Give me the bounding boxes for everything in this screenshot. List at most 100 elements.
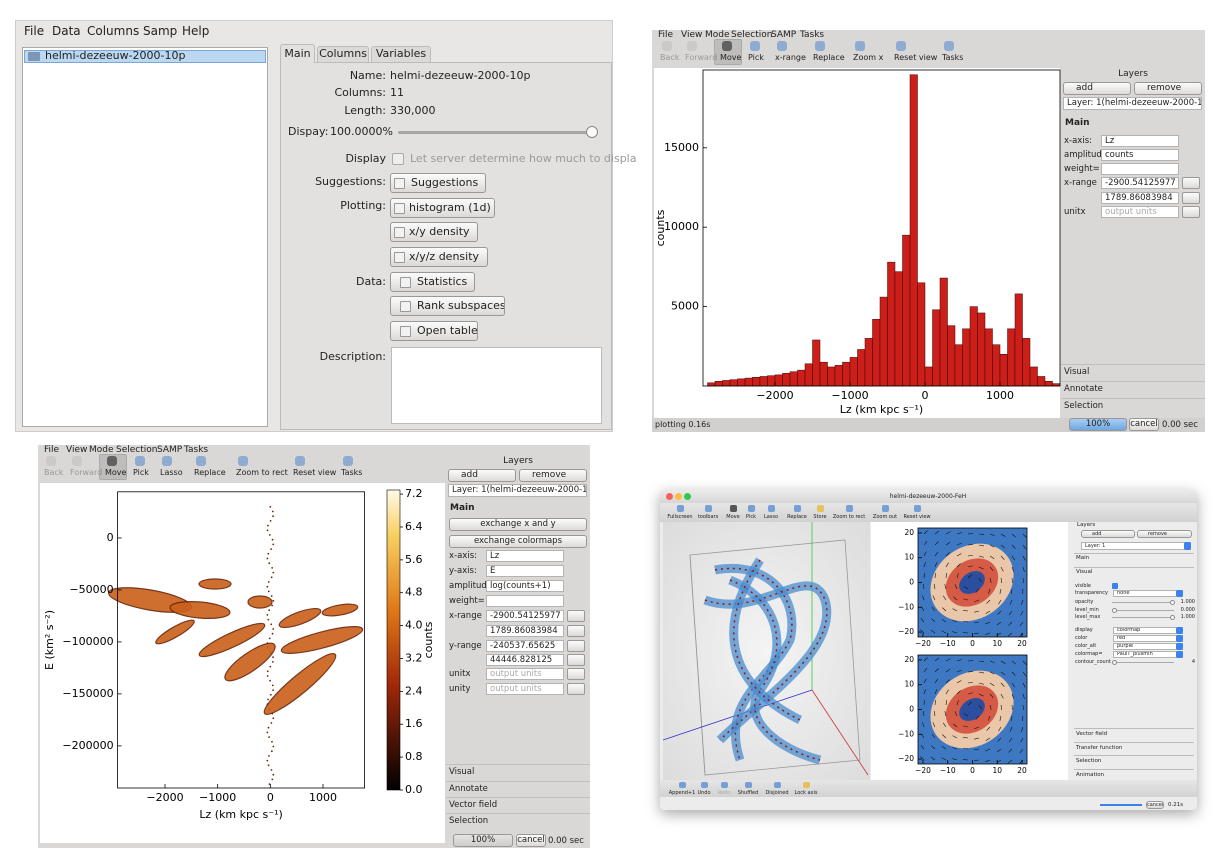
toolbar-button[interactable]: Pick <box>133 468 149 478</box>
collapsible-panel[interactable]: Visual <box>1064 366 1090 377</box>
collapsible-panel[interactable]: Selection <box>449 815 489 826</box>
window-button[interactable] <box>675 493 682 500</box>
small-button[interactable] <box>567 683 585 695</box>
button[interactable]: add <box>1063 82 1131 95</box>
menu-item[interactable]: SAMP <box>157 444 183 455</box>
small-button[interactable] <box>1182 177 1200 189</box>
toolbar-button[interactable]: Replace <box>787 514 807 520</box>
small-button[interactable] <box>567 610 585 622</box>
toolbar-button[interactable]: Undo <box>697 790 711 796</box>
toolbar-button[interactable]: Move <box>726 514 740 520</box>
toolbar-button[interactable]: Forward <box>70 468 103 478</box>
small-button[interactable] <box>567 625 585 637</box>
input-field[interactable]: -2900.54125977 <box>1101 177 1179 189</box>
toolbar-button[interactable]: Reset view <box>894 53 938 63</box>
toolbar-button[interactable]: Zoom to rect <box>236 468 288 478</box>
input-field[interactable]: Lz <box>1101 135 1179 147</box>
slider-knob[interactable] <box>1170 614 1175 620</box>
toolbar-button[interactable]: Pick <box>746 514 756 520</box>
small-button[interactable] <box>1182 192 1200 204</box>
button[interactable]: add <box>448 469 516 482</box>
collapsible-panel[interactable]: Annotate <box>1064 383 1103 394</box>
select-field[interactable]: PaulT_plusmin <box>1113 650 1183 658</box>
small-button[interactable] <box>567 654 585 666</box>
toolbar-button[interactable]: Zoom to rect <box>832 514 866 520</box>
toolbar-button[interactable]: Pick <box>748 53 764 63</box>
toolbar-button[interactable]: toolbars <box>697 514 719 520</box>
button[interactable]: x/y/z density <box>390 247 488 267</box>
button[interactable]: remove <box>1137 530 1192 538</box>
toolbar-button[interactable]: Lasso <box>763 514 779 520</box>
toolbar-button[interactable]: Fullscreen <box>667 514 693 520</box>
toolbar-button[interactable]: Tasks <box>341 468 363 478</box>
toolbar-button[interactable]: Store <box>813 514 827 520</box>
button[interactable]: histogram (1d) <box>390 198 495 218</box>
button[interactable]: cancel <box>1129 418 1159 431</box>
menu-item[interactable]: Columns <box>87 23 140 38</box>
toolbar-button[interactable]: Zoom x <box>853 53 884 63</box>
menu-item[interactable]: File <box>44 444 60 455</box>
small-button[interactable] <box>567 640 585 652</box>
toolbar-button[interactable]: x-range <box>775 53 806 63</box>
select-field[interactable]: none <box>1113 589 1183 597</box>
tab-label[interactable]: Columns <box>319 47 367 61</box>
toolbar-button[interactable]: Tasks <box>942 53 964 63</box>
button[interactable]: Statistics <box>390 272 475 292</box>
button[interactable]: Open table <box>390 321 478 341</box>
tab[interactable] <box>280 44 315 63</box>
layer-select[interactable]: Layer: 1(helmi-dezeeuw-2000-10p) <box>448 484 587 497</box>
input-field[interactable]: log(counts+1) <box>486 580 564 592</box>
toolbar-button[interactable]: Replace <box>813 53 845 63</box>
input-field[interactable]: 44446.828125 <box>486 654 564 666</box>
checkbox[interactable] <box>392 153 404 165</box>
collapsible-panel[interactable]: Vector field <box>1076 730 1108 737</box>
menu-item[interactable]: Mode <box>89 444 114 455</box>
input-field[interactable]: 1789.86083984 <box>486 625 564 637</box>
menu-item[interactable]: View <box>681 29 703 40</box>
input-field[interactable]: E <box>486 565 564 577</box>
toolbar-button[interactable]: Back <box>44 468 64 478</box>
dataset-name[interactable]: helmi-dezeeuw-2000-10p <box>45 49 186 63</box>
collapsible-panel[interactable]: Visual <box>449 766 475 777</box>
toolbar-button[interactable]: Move <box>105 468 127 478</box>
collapsible-panel[interactable]: Selection <box>1064 400 1104 411</box>
menu-item[interactable]: File <box>658 29 674 40</box>
menu-item[interactable]: Selection <box>116 444 158 455</box>
input-field[interactable] <box>486 595 564 607</box>
collapsible-panel[interactable]: Animation <box>1076 771 1105 778</box>
button[interactable]: remove <box>1134 82 1202 95</box>
select-field[interactable]: colormap <box>1113 626 1183 634</box>
input-field[interactable]: output units <box>1101 206 1179 218</box>
input-field[interactable]: -240537.65625 <box>486 640 564 652</box>
toolbar-button[interactable]: Append+1 <box>668 790 696 796</box>
toolbar-button[interactable]: Zoom out <box>872 514 898 520</box>
collapsible-panel[interactable]: Transfer function <box>1076 744 1123 751</box>
toolbar-button[interactable]: Redo <box>717 790 731 796</box>
description-box[interactable] <box>391 347 602 424</box>
input-field[interactable]: output units <box>486 668 564 680</box>
menu-item[interactable]: Tasks <box>800 29 825 40</box>
toolbar-button[interactable]: Shuffled <box>737 790 759 796</box>
toolbar-active[interactable] <box>714 39 742 65</box>
input-field[interactable]: output units <box>486 683 564 695</box>
button[interactable]: 100% <box>1069 418 1127 431</box>
toolbar-button[interactable]: Reset view <box>293 468 337 478</box>
select-field[interactable]: purple <box>1113 642 1183 650</box>
collapsible-panel[interactable]: Annotate <box>449 783 488 794</box>
menu-item[interactable]: View <box>66 444 88 455</box>
toolbar-button[interactable]: Back <box>660 53 680 63</box>
tab-label[interactable]: Main <box>284 47 311 61</box>
toolbar-button[interactable]: Reset view <box>903 514 931 520</box>
input-field[interactable] <box>1101 163 1179 175</box>
tab[interactable] <box>317 46 369 62</box>
toolbar-active[interactable] <box>99 454 127 480</box>
collapsible-panel[interactable]: Visual <box>1076 568 1093 575</box>
button[interactable]: add <box>1081 530 1135 538</box>
button[interactable]: remove <box>519 469 587 482</box>
menu-item[interactable]: Selection <box>731 29 773 40</box>
button[interactable]: x/y density <box>390 222 478 242</box>
toolbar-button[interactable]: Move <box>720 53 742 63</box>
window-button[interactable] <box>684 493 691 500</box>
slider-knob[interactable] <box>1170 599 1175 605</box>
button[interactable]: exchange colormaps <box>449 535 587 548</box>
